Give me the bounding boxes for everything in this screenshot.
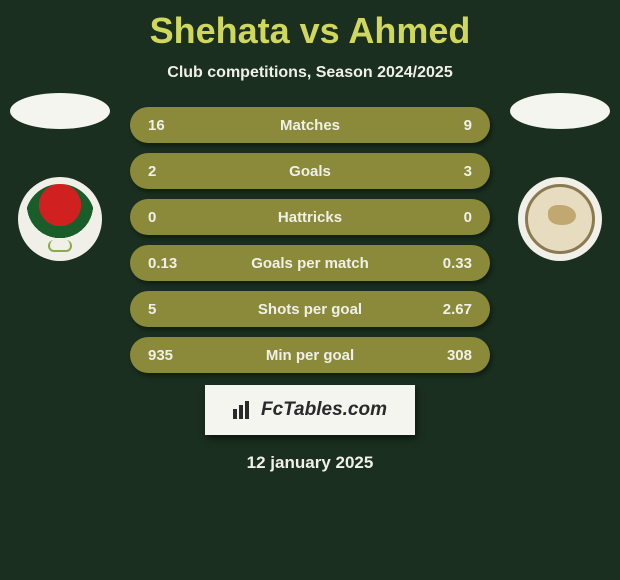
club-logo-right <box>518 177 602 261</box>
stat-row-matches: 16 Matches 9 <box>130 107 490 143</box>
stat-label: Matches <box>280 117 340 134</box>
stat-value-right: 0.33 <box>422 255 472 272</box>
stat-label: Hattricks <box>278 209 342 226</box>
stat-label: Shots per goal <box>258 301 362 318</box>
stat-row-goals-per-match: 0.13 Goals per match 0.33 <box>130 245 490 281</box>
stat-value-left: 5 <box>148 301 198 318</box>
stat-label: Goals <box>289 163 331 180</box>
stats-column: 16 Matches 9 2 Goals 3 0 Hattricks 0 0.1… <box>130 107 490 373</box>
player-avatar-left <box>10 93 110 129</box>
stat-value-left: 0 <box>148 209 198 226</box>
page-title: Shehata vs Ahmed <box>150 10 471 52</box>
stat-value-left: 2 <box>148 163 198 180</box>
stat-value-left: 0.13 <box>148 255 198 272</box>
subtitle: Club competitions, Season 2024/2025 <box>167 64 452 82</box>
stat-label: Goals per match <box>251 255 369 272</box>
stat-value-right: 0 <box>422 209 472 226</box>
chart-bars-icon <box>233 401 255 419</box>
stat-value-right: 3 <box>422 163 472 180</box>
brand-box[interactable]: FcTables.com <box>205 385 415 435</box>
player-avatar-right <box>510 93 610 129</box>
club-logo-left <box>18 177 102 261</box>
main-container: Shehata vs Ahmed Club competitions, Seas… <box>0 0 620 580</box>
club-emblem-right-icon <box>525 184 595 254</box>
stat-label: Min per goal <box>266 347 354 364</box>
stat-value-right: 308 <box>422 347 472 364</box>
stat-row-shots-per-goal: 5 Shots per goal 2.67 <box>130 291 490 327</box>
stat-value-left: 16 <box>148 117 198 134</box>
stat-row-min-per-goal: 935 Min per goal 308 <box>130 337 490 373</box>
brand-text: FcTables.com <box>261 399 387 421</box>
content-area: 16 Matches 9 2 Goals 3 0 Hattricks 0 0.1… <box>0 107 620 373</box>
date-text: 12 january 2025 <box>247 453 374 473</box>
stat-value-right: 2.67 <box>422 301 472 318</box>
stat-row-goals: 2 Goals 3 <box>130 153 490 189</box>
club-emblem-left-icon <box>25 184 95 254</box>
stat-row-hattricks: 0 Hattricks 0 <box>130 199 490 235</box>
stat-value-left: 935 <box>148 347 198 364</box>
stat-value-right: 9 <box>422 117 472 134</box>
